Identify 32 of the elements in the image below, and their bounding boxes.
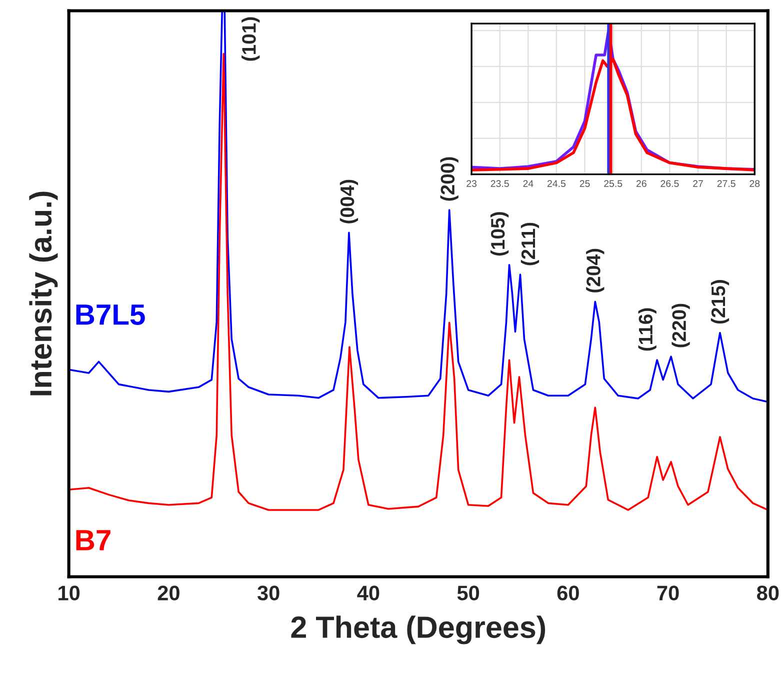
x-tick-label: 27 (693, 180, 703, 187)
x-axis-title: 2 Theta (Degrees) (291, 616, 546, 644)
x-tick-label: 25 (580, 180, 590, 188)
annotation: (200) (440, 157, 458, 201)
x-tick-label: 27.5 (717, 180, 736, 188)
annotation: (211) (520, 222, 540, 266)
x-tick-label: 24 (523, 180, 534, 187)
x-tick-label: 28 (750, 180, 760, 188)
x-tick-label: 30 (257, 586, 280, 600)
x-tick-label: 23 (466, 180, 477, 188)
series-label: B7L5 (76, 304, 145, 325)
x-tick-label: 25.5 (604, 180, 622, 188)
x-tick-label: 24.5 (548, 180, 566, 188)
x-tick-label: 50 (457, 586, 480, 600)
x-tick-label: 20 (158, 586, 180, 600)
annotation: (116) (638, 308, 656, 351)
x-tick-label: 23.5 (490, 180, 509, 188)
y-axis-title: Intensity (a.u.) (29, 192, 58, 396)
x-tick-label: 10 (58, 586, 80, 600)
annotation: (220) (672, 304, 690, 348)
annotation: (204) (586, 248, 604, 292)
annotation: (101) (242, 17, 260, 61)
x-tick-label: 26 (636, 180, 646, 188)
x-tick-label: 60 (557, 586, 579, 600)
annotation: (215) (710, 280, 730, 324)
x-tick-label: 80 (757, 586, 779, 600)
annotation: (004) (340, 180, 358, 224)
annotation: (105) (490, 212, 509, 256)
x-tick-label: 40 (357, 586, 380, 600)
x-tick-label: 70 (657, 586, 679, 600)
x-tick-label: 26.5 (660, 180, 679, 188)
series-label: B7 (76, 530, 110, 550)
